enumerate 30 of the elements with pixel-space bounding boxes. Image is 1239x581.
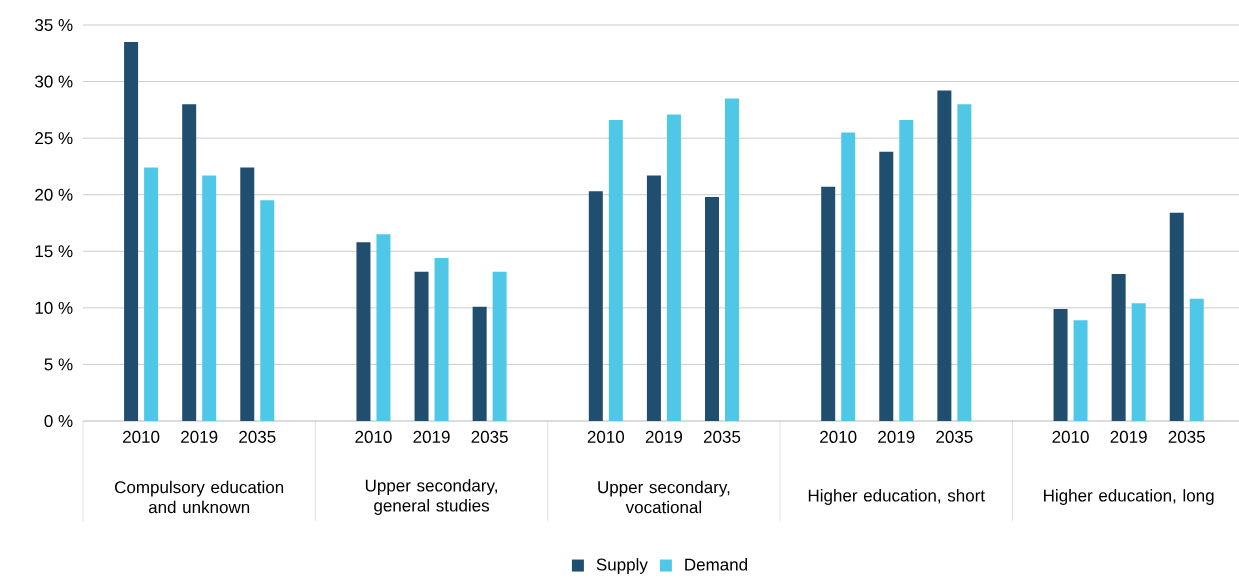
- text: Upper secondary, vocational: [598, 480, 730, 514]
- x-tick-label: 2010: [355, 430, 392, 443]
- y-tick-label: 0 %: [44, 414, 73, 428]
- text: Upper secondary, general studies: [365, 479, 497, 515]
- x-tick-label: 2035: [703, 430, 741, 443]
- text: Compulsory education and unknown: [115, 480, 284, 514]
- x-tick-label: 2010: [1052, 430, 1089, 443]
- y-tick-label: 25 %: [35, 132, 73, 145]
- y-tick-label: 20 %: [35, 188, 73, 201]
- x-tick-label: 2010: [587, 430, 625, 443]
- x-tick-label: 2019: [413, 430, 450, 443]
- x-tick-label: 2010: [123, 430, 160, 443]
- x-tick-label: 2019: [1110, 430, 1147, 443]
- y-tick-label: 30 %: [35, 75, 73, 88]
- x-tick-label: 2010: [820, 430, 857, 443]
- x-tick-label: 2019: [181, 430, 218, 443]
- x-tick-label: 2035: [1168, 430, 1205, 443]
- legend-label: Supply: [596, 558, 648, 574]
- y-tick-label: 15 %: [35, 245, 73, 258]
- legend-label: Demand: [685, 558, 748, 571]
- x-tick-label: 2035: [239, 430, 276, 443]
- y-tick-label: 5 %: [44, 358, 73, 371]
- x-tick-label: 2019: [878, 430, 915, 443]
- text: Higher education, long: [1044, 489, 1214, 505]
- y-tick-label: 35 %: [35, 18, 73, 32]
- text: Higher education, short: [808, 489, 985, 505]
- x-tick-label: 2035: [936, 430, 973, 443]
- y-tick-label: 10 %: [35, 301, 73, 314]
- x-tick-label: 2035: [471, 430, 508, 443]
- x-tick-label: 2019: [645, 430, 683, 443]
